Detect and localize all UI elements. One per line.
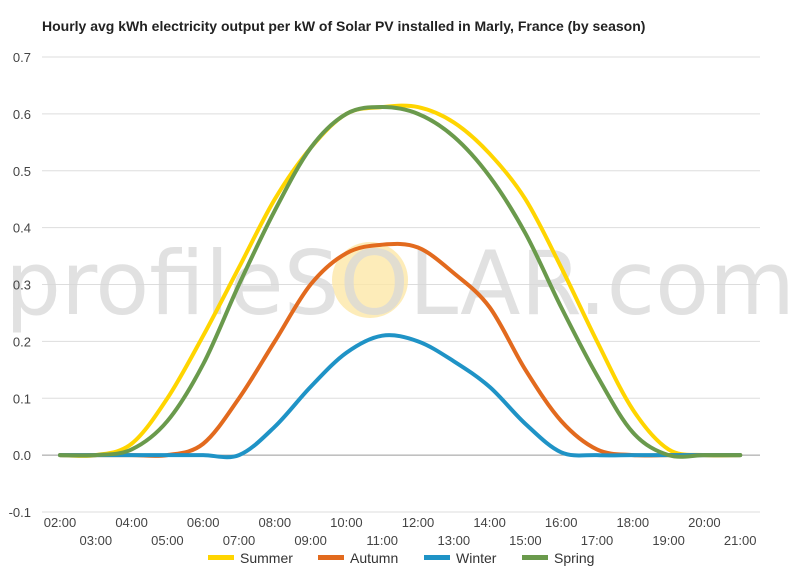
x-tick-label: 15:00: [509, 533, 542, 548]
x-tick-label: 03:00: [80, 533, 113, 548]
x-tick-label: 09:00: [294, 533, 327, 548]
x-tick-label: 07:00: [223, 533, 256, 548]
legend-label-winter: Winter: [456, 550, 497, 566]
legend-label-autumn: Autumn: [350, 550, 398, 566]
x-tick-label: 10:00: [330, 515, 363, 530]
y-axis-ticks: -0.1 0.0 0.1 0.2 0.3 0.4 0.5 0.6 0.7: [9, 50, 31, 520]
x-tick-label: 19:00: [652, 533, 685, 548]
legend-label-spring: Spring: [554, 550, 594, 566]
y-tick-label: 0.6: [13, 107, 31, 122]
x-tick-label: 04:00: [115, 515, 148, 530]
x-axis-ticks: 02:0003:0004:0005:0006:0007:0008:0009:00…: [44, 515, 757, 548]
x-tick-label: 13:00: [438, 533, 471, 548]
x-tick-label: 21:00: [724, 533, 757, 548]
series-line-winter: [58, 333, 743, 460]
y-tick-label: 0.2: [13, 334, 31, 349]
watermark: profileSOLAR.com: [5, 232, 795, 335]
legend-swatch-autumn: [318, 555, 344, 560]
x-tick-label: 14:00: [473, 515, 506, 530]
y-tick-label: 0.3: [13, 278, 31, 293]
x-tick-label: 18:00: [617, 515, 650, 530]
legend-swatch-summer: [208, 555, 234, 560]
y-tick-label: -0.1: [9, 505, 31, 520]
legend-swatch-winter: [424, 555, 450, 560]
chart-title: Hourly avg kWh electricity output per kW…: [42, 18, 646, 34]
legend-label-summer: Summer: [240, 550, 293, 566]
watermark-sun-icon: [332, 242, 408, 318]
x-tick-label: 08:00: [259, 515, 292, 530]
x-tick-label: 05:00: [151, 533, 184, 548]
y-tick-label: 0.5: [13, 164, 31, 179]
y-tick-label: 0.4: [13, 221, 31, 236]
series-line-spring: [58, 105, 743, 459]
x-tick-label: 06:00: [187, 515, 220, 530]
series-line-summer: [58, 103, 743, 458]
y-tick-label: 0.7: [13, 50, 31, 65]
x-tick-label: 17:00: [581, 533, 614, 548]
y-tick-label: 0.0: [13, 448, 31, 463]
x-tick-label: 02:00: [44, 515, 77, 530]
x-tick-label: 12:00: [402, 515, 435, 530]
series-lines: [58, 103, 743, 460]
y-tick-label: 0.1: [13, 391, 31, 406]
legend-swatch-spring: [522, 555, 548, 560]
x-tick-label: 16:00: [545, 515, 578, 530]
legend: Summer Autumn Winter Spring: [208, 550, 594, 566]
x-tick-label: 11:00: [366, 533, 398, 548]
x-tick-label: 20:00: [688, 515, 721, 530]
watermark-text: profileSOLAR.com: [5, 232, 795, 335]
